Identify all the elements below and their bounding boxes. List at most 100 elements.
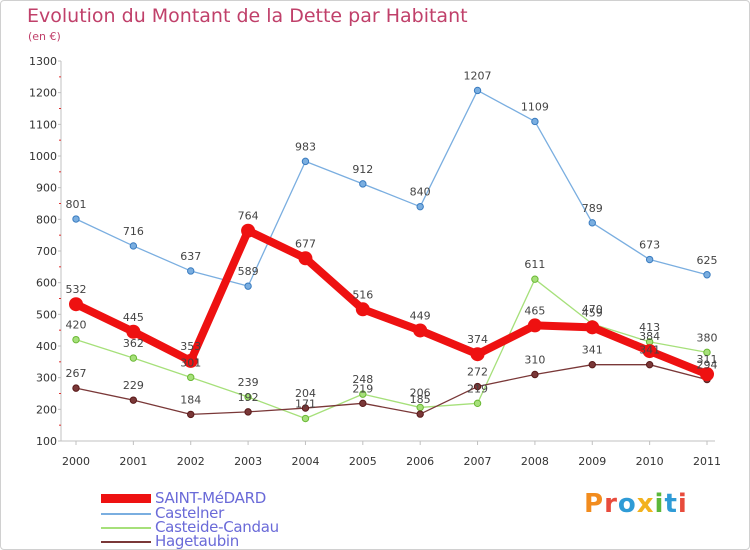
- data-point: [531, 370, 539, 379]
- series-line: [75, 89, 708, 287]
- data-point: [473, 382, 482, 391]
- data-point: [301, 414, 310, 423]
- data-label: 445: [123, 311, 144, 324]
- x-tick-label: 2001: [119, 455, 147, 468]
- data-label: 184: [180, 393, 201, 406]
- data-label: 219: [467, 382, 488, 395]
- data-point: [72, 335, 80, 344]
- data-point: [355, 302, 370, 317]
- data-label: 229: [123, 379, 144, 392]
- data-label: 206: [410, 386, 431, 399]
- data-label: 764: [238, 210, 259, 223]
- data-point: [473, 399, 482, 408]
- data-point: [359, 399, 367, 408]
- data-label: 1207: [464, 69, 492, 82]
- legend-swatch: [101, 494, 151, 503]
- y-tick-label: 100: [36, 435, 57, 448]
- data-label: 413: [639, 321, 660, 334]
- data-label: 171: [295, 398, 316, 411]
- data-point: [642, 344, 657, 359]
- series-castelner: [72, 86, 711, 290]
- data-label: 589: [238, 265, 259, 278]
- series-line: [72, 226, 711, 379]
- data-label: 625: [697, 254, 718, 267]
- data-point: [645, 360, 654, 369]
- legend-swatch: [101, 527, 151, 529]
- data-point: [359, 180, 367, 188]
- proxiti-logo: Proxiti: [584, 489, 688, 519]
- data-label: 185: [410, 393, 431, 406]
- logo-letter: P: [584, 489, 605, 519]
- logo-letter: i: [677, 489, 688, 519]
- axes: 100 200 300 400 500 600 700 800 900 1000 1100 1200 1…: [29, 55, 721, 468]
- data-point: [244, 393, 252, 401]
- x-tick-label: 2006: [406, 455, 434, 468]
- x-tick-label: 2011: [693, 455, 721, 468]
- data-label: 677: [295, 237, 316, 250]
- x-tick-label: 2010: [636, 455, 664, 468]
- data-point: [298, 251, 313, 266]
- y-tick-label: 500: [36, 308, 57, 321]
- data-point: [531, 275, 539, 283]
- data-label: 294: [697, 359, 718, 372]
- data-label: 1109: [521, 100, 549, 113]
- data-point: [244, 282, 252, 290]
- x-tick-label: 2008: [521, 455, 549, 468]
- data-label: 532: [66, 283, 87, 296]
- x-tick-label: 2002: [177, 455, 205, 468]
- series-line: [75, 278, 708, 420]
- x-tick-label: 2003: [234, 455, 262, 468]
- series-casteide-candau: [72, 275, 711, 423]
- data-label: 801: [66, 198, 87, 211]
- legend-label: Hagetaubin: [155, 532, 239, 550]
- data-label: 311: [697, 353, 718, 366]
- data-label: 248: [352, 373, 373, 386]
- x-tick-label: 2004: [291, 455, 319, 468]
- data-label: 219: [352, 382, 373, 395]
- data-point: [531, 117, 539, 126]
- chart-subtitle: (en €): [28, 30, 61, 43]
- data-point: [470, 347, 485, 362]
- data-point: [359, 390, 367, 398]
- x-tick-label: 2007: [464, 455, 492, 468]
- data-label: 267: [66, 367, 87, 380]
- data-point: [645, 255, 654, 264]
- data-label: 353: [180, 340, 201, 353]
- data-point: [703, 348, 711, 357]
- y-tick-label: 1300: [29, 55, 57, 68]
- data-label: 840: [410, 186, 431, 199]
- logo-letter: t: [664, 489, 678, 519]
- data-label: 192: [238, 391, 259, 404]
- data-label: 789: [582, 202, 603, 215]
- y-tick-label: 800: [36, 213, 57, 226]
- y-tick-label: 700: [36, 245, 57, 258]
- data-label: 380: [697, 331, 718, 344]
- data-point: [126, 324, 141, 339]
- logo-letter: x: [636, 489, 655, 519]
- legend-label: Castelner: [155, 504, 224, 522]
- x-tick-label: 2005: [349, 455, 377, 468]
- data-label: 611: [524, 258, 545, 271]
- data-point: [473, 86, 482, 95]
- data-label: 465: [524, 304, 545, 317]
- data-label: 716: [123, 225, 144, 238]
- data-point: [183, 353, 198, 368]
- data-point: [585, 320, 600, 335]
- data-point: [527, 318, 542, 333]
- data-point: [416, 410, 424, 418]
- data-point: [129, 396, 138, 404]
- data-label: 470: [582, 303, 603, 316]
- data-label: 239: [238, 376, 259, 389]
- series-line: [75, 364, 708, 416]
- chart-title: Evolution du Montant de la Dette par Hab…: [27, 5, 468, 27]
- data-label: 459: [582, 306, 603, 319]
- data-label: 983: [295, 140, 316, 153]
- data-point: [187, 410, 195, 419]
- y-tick-label: 1000: [29, 150, 57, 163]
- logo-letter: i: [654, 489, 665, 519]
- data-point: [241, 223, 256, 238]
- data-point: [187, 373, 195, 382]
- data-label: 516: [352, 288, 373, 301]
- data-label: 362: [123, 337, 144, 350]
